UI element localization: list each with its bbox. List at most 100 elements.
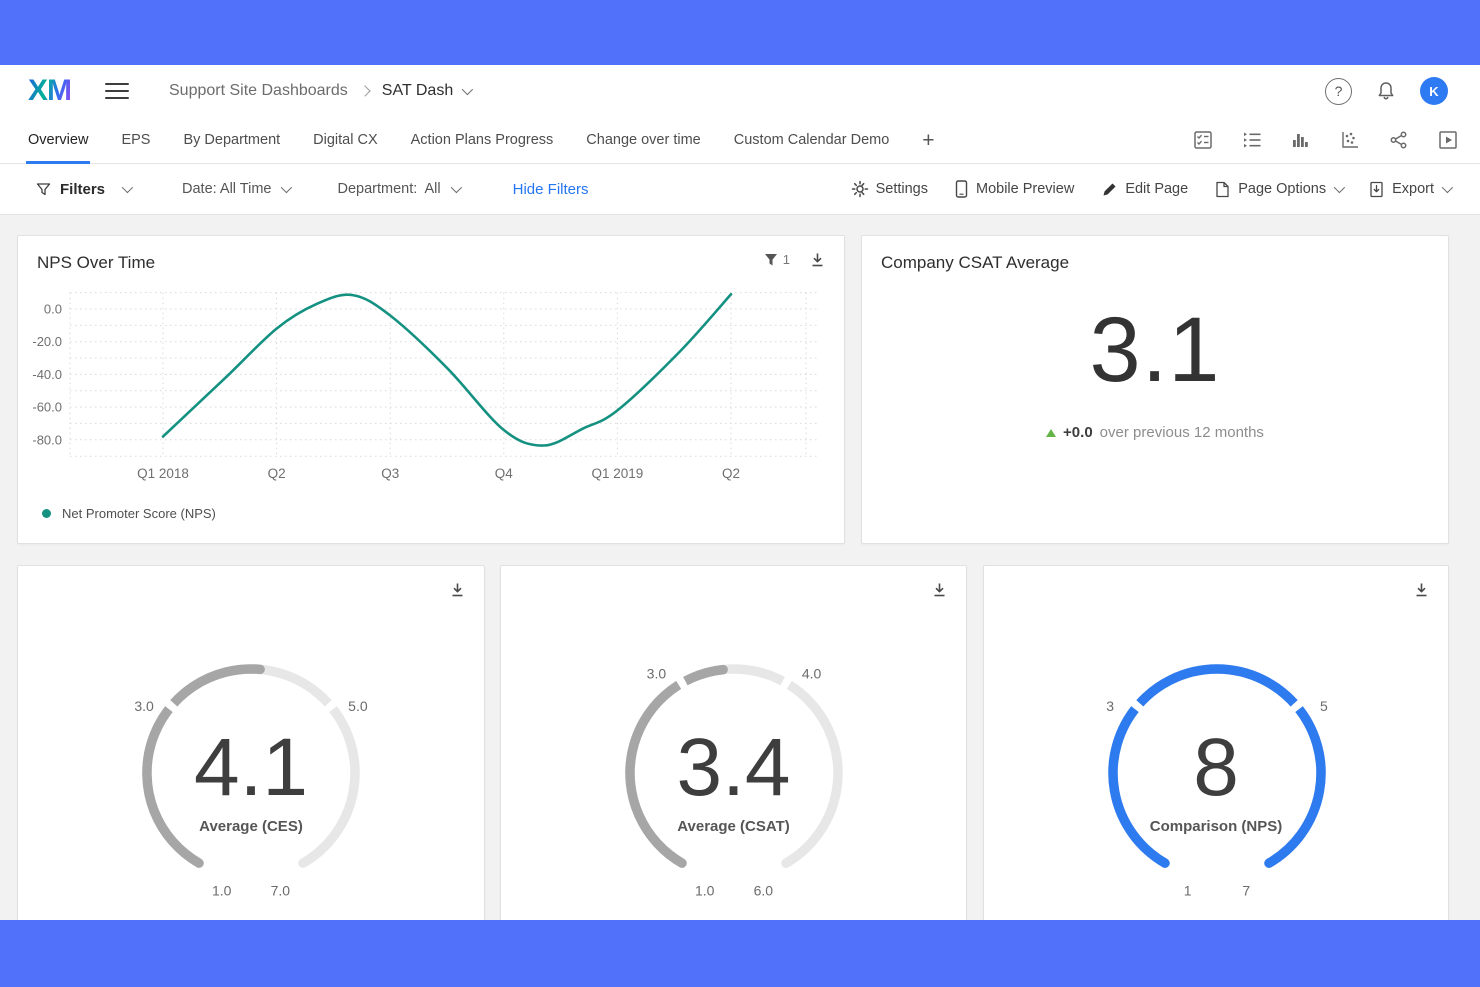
csat-average-value: 3.1 (1089, 299, 1221, 401)
xm-logo: XM (28, 74, 72, 107)
svg-text:Q1 2018: Q1 2018 (137, 466, 189, 481)
tab-change-over-time[interactable]: Change over time (586, 132, 701, 148)
csat-gauge-value: 3.4 (676, 722, 791, 813)
edit-page-label: Edit Page (1125, 181, 1189, 197)
download-icon[interactable] (931, 581, 948, 598)
share-icon[interactable] (1389, 130, 1409, 150)
svg-text:-40.0: -40.0 (32, 367, 62, 382)
pencil-icon (1103, 183, 1116, 195)
download-icon[interactable] (809, 251, 826, 268)
svg-text:6.0: 6.0 (754, 882, 774, 898)
tab-by-department[interactable]: By Department (183, 132, 281, 148)
nps-gauge-caption: Comparison (NPS) (1149, 818, 1283, 835)
mobile-preview-label: Mobile Preview (975, 181, 1075, 197)
page-toolbar (1193, 130, 1458, 150)
chevron-down-icon (121, 181, 134, 194)
page-options-dropdown[interactable]: Page Options (1215, 181, 1346, 198)
bar-chart-icon[interactable] (1291, 130, 1311, 150)
csat-card-title: Company CSAT Average (881, 253, 1070, 272)
funnel-filled-icon (764, 253, 777, 265)
svg-text:3.0: 3.0 (647, 666, 667, 682)
breadcrumb-section[interactable]: Support Site Dashboards (169, 82, 348, 99)
add-page-button[interactable]: + (922, 128, 935, 152)
scatter-plot-icon[interactable] (1340, 130, 1360, 150)
nps-over-time-card: NPS Over Time 1 0.0 -20.0 -40.0 -60.0 -80.0 Q… (17, 235, 845, 544)
date-filter-label: Date: All Time (182, 181, 272, 197)
gauge-card-tools (931, 581, 948, 598)
department-filter-label: Department: All (337, 181, 441, 197)
csat-gauge-card: 3.0 4.0 1.0 6.0 3.4 Average (CSAT) (500, 565, 967, 939)
download-icon[interactable] (1413, 581, 1430, 598)
svg-text:0.0: 0.0 (44, 302, 62, 317)
top-blue-bar (0, 0, 1480, 65)
bell-icon[interactable] (1375, 80, 1397, 102)
svg-text:5: 5 (1320, 698, 1328, 714)
svg-text:3: 3 (1106, 698, 1114, 714)
chevron-down-icon (1441, 181, 1454, 194)
export-label: Export (1392, 181, 1434, 197)
page-options-label: Page Options (1238, 181, 1327, 197)
mobile-preview-button[interactable]: Mobile Preview (955, 180, 1074, 198)
bottom-blue-bar (0, 920, 1480, 987)
svg-text:3.0: 3.0 (134, 698, 154, 714)
chevron-down-icon (281, 181, 293, 194)
page-actions: Settings Mobile Preview Edit Page Page O… (851, 180, 1454, 198)
tab-overview[interactable]: Overview (25, 117, 91, 164)
gauge-card-tools (449, 581, 466, 598)
gear-icon (851, 180, 868, 198)
tab-eps[interactable]: EPS (121, 132, 151, 148)
edit-page-button[interactable]: Edit Page (1101, 181, 1188, 198)
widget-filter-button[interactable]: 1 (764, 252, 790, 267)
csat-gauge-caption: Average (CSAT) (677, 818, 790, 835)
settings-button[interactable]: Settings (851, 180, 928, 198)
nps-card-title: NPS Over Time (37, 253, 156, 272)
csat-delta-context: over previous 12 months (1099, 424, 1264, 441)
export-icon (1370, 181, 1383, 197)
svg-text:Q4: Q4 (495, 466, 514, 481)
chevron-down-icon (1333, 181, 1346, 194)
svg-text:-80.0: -80.0 (32, 432, 62, 447)
hide-filters-link[interactable]: Hide Filters (512, 180, 589, 198)
csat-gauge-canvas: 3.0 4.0 1.0 6.0 (625, 664, 843, 898)
page-icon (1216, 181, 1229, 197)
svg-text:-60.0: -60.0 (32, 400, 62, 415)
chevron-down-icon (450, 181, 462, 194)
avatar[interactable]: K (1420, 77, 1448, 105)
settings-label: Settings (875, 181, 928, 197)
nps-legend-item[interactable]: Net Promoter Score (NPS) (42, 506, 216, 521)
filters-dropdown[interactable]: Filters (36, 181, 134, 198)
svg-text:Q2: Q2 (722, 466, 740, 481)
hamburger-menu-icon[interactable] (105, 82, 129, 100)
svg-text:Q1 2019: Q1 2019 (592, 466, 644, 481)
filter-bar: Filters Date: All Time Department: All H… (0, 164, 1480, 215)
bullet-list-icon[interactable] (1242, 130, 1262, 150)
header-actions: ? K (1325, 77, 1448, 105)
breadcrumb: Support Site Dashboards SAT Dash (169, 82, 474, 100)
ces-gauge-canvas: 3.0 5.0 1.0 7.0 (134, 664, 368, 898)
tab-action-plans-progress[interactable]: Action Plans Progress (410, 132, 554, 148)
help-icon[interactable]: ? (1325, 77, 1352, 105)
tab-digital-cx[interactable]: Digital CX (313, 132, 378, 148)
svg-text:1.0: 1.0 (212, 882, 232, 898)
checklist-icon[interactable] (1193, 130, 1213, 150)
series-label: Net Promoter Score (NPS) (62, 506, 216, 521)
nps-card-tools: 1 (764, 251, 826, 268)
slideshow-icon[interactable] (1438, 130, 1458, 150)
widget-filter-count: 1 (782, 252, 790, 267)
export-dropdown[interactable]: Export (1369, 181, 1454, 198)
breadcrumb-current-dashboard[interactable]: SAT Dash (382, 82, 474, 100)
funnel-icon (36, 182, 51, 195)
svg-text:5.0: 5.0 (348, 698, 368, 714)
company-csat-average-card: Company CSAT Average 3.1 +0.0 over previ… (861, 235, 1449, 544)
date-filter[interactable]: Date: All Time (182, 181, 293, 197)
tab-custom-calendar-demo[interactable]: Custom Calendar Demo (733, 132, 890, 148)
department-filter[interactable]: Department: All (337, 181, 462, 197)
download-icon[interactable] (449, 581, 466, 598)
svg-text:4.0: 4.0 (802, 666, 822, 682)
series-color-dot (42, 509, 51, 518)
nps-gauge-value: 8 (1193, 722, 1239, 813)
trend-up-icon (1046, 428, 1057, 437)
svg-text:7.0: 7.0 (271, 882, 291, 898)
breadcrumb-separator-icon (359, 85, 371, 97)
